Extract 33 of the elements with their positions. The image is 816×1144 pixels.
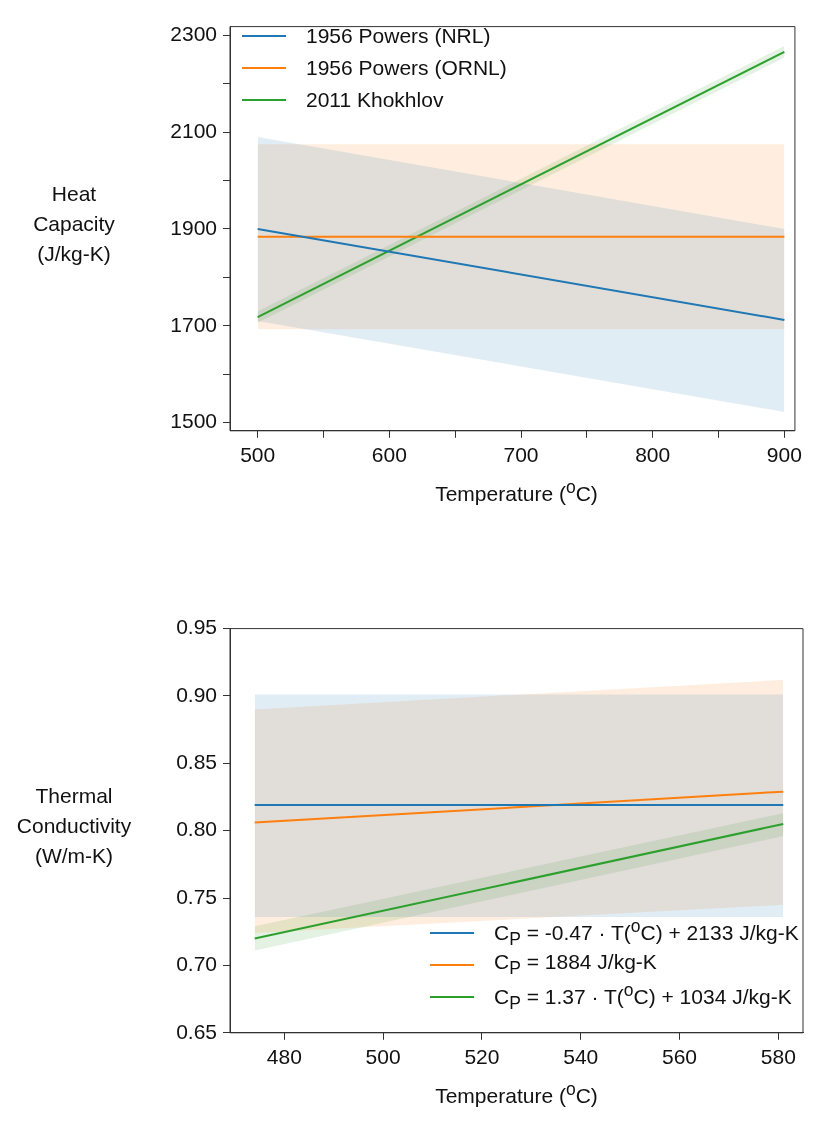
y-tick-label: 0.90 [176, 682, 217, 706]
y-tick-label: 1900 [170, 215, 217, 239]
y-tick-label: 0.95 [176, 615, 217, 639]
legend-label: C$_{P}$ = -0.47 · T($^{o}$C) + 2133 J/kg-K [494, 915, 799, 951]
x-tick-label: 500 [365, 1045, 401, 1069]
y-tick-label: 2300 [170, 22, 217, 46]
x-axis-title: Temperature ($^{o}$C) [434, 477, 599, 506]
y-tick-label: 0.85 [176, 750, 217, 774]
y-tick-label: 0.75 [176, 884, 217, 908]
x-tick-label: 500 [240, 443, 276, 467]
x-tick-label: 900 [766, 443, 802, 467]
x-tick-label: 580 [760, 1045, 796, 1069]
y-axis-title: Thermal Conductivity (W/m-K) [15, 782, 133, 869]
y-axis-title: Heat Capacity (J/kg-K) [32, 180, 116, 267]
legend-label: 1956 Powers (ORNL) [306, 56, 507, 80]
y-tick-label: 1500 [170, 409, 217, 433]
legend-label: 1956 Powers (NRL) [306, 24, 491, 48]
legend-label: C$_{P}$ = 1.37 · T($^{o}$C) + 1034 J/kg-K [494, 979, 792, 1015]
legend-label: 2011 Khokhlov [306, 88, 444, 112]
y-tick-label: 2100 [170, 118, 217, 142]
x-axis-title: Temperature ($^{o}$C) [434, 1079, 599, 1108]
y-tick-label: 0.80 [176, 817, 217, 841]
x-tick-label: 600 [371, 443, 407, 467]
x-tick-label: 800 [635, 443, 671, 467]
x-tick-label: 520 [464, 1045, 500, 1069]
y-tick-label: 1700 [170, 312, 217, 336]
y-tick-label: 0.70 [176, 952, 217, 976]
x-tick-label: 540 [563, 1045, 599, 1069]
y-tick-label: 0.65 [176, 1019, 217, 1043]
legend-label: C$_{P}$ = 1884 J/kg-K [494, 950, 657, 980]
x-tick-label: 560 [661, 1045, 698, 1069]
x-tick-label: 700 [503, 443, 539, 467]
x-tick-label: 480 [266, 1045, 302, 1069]
